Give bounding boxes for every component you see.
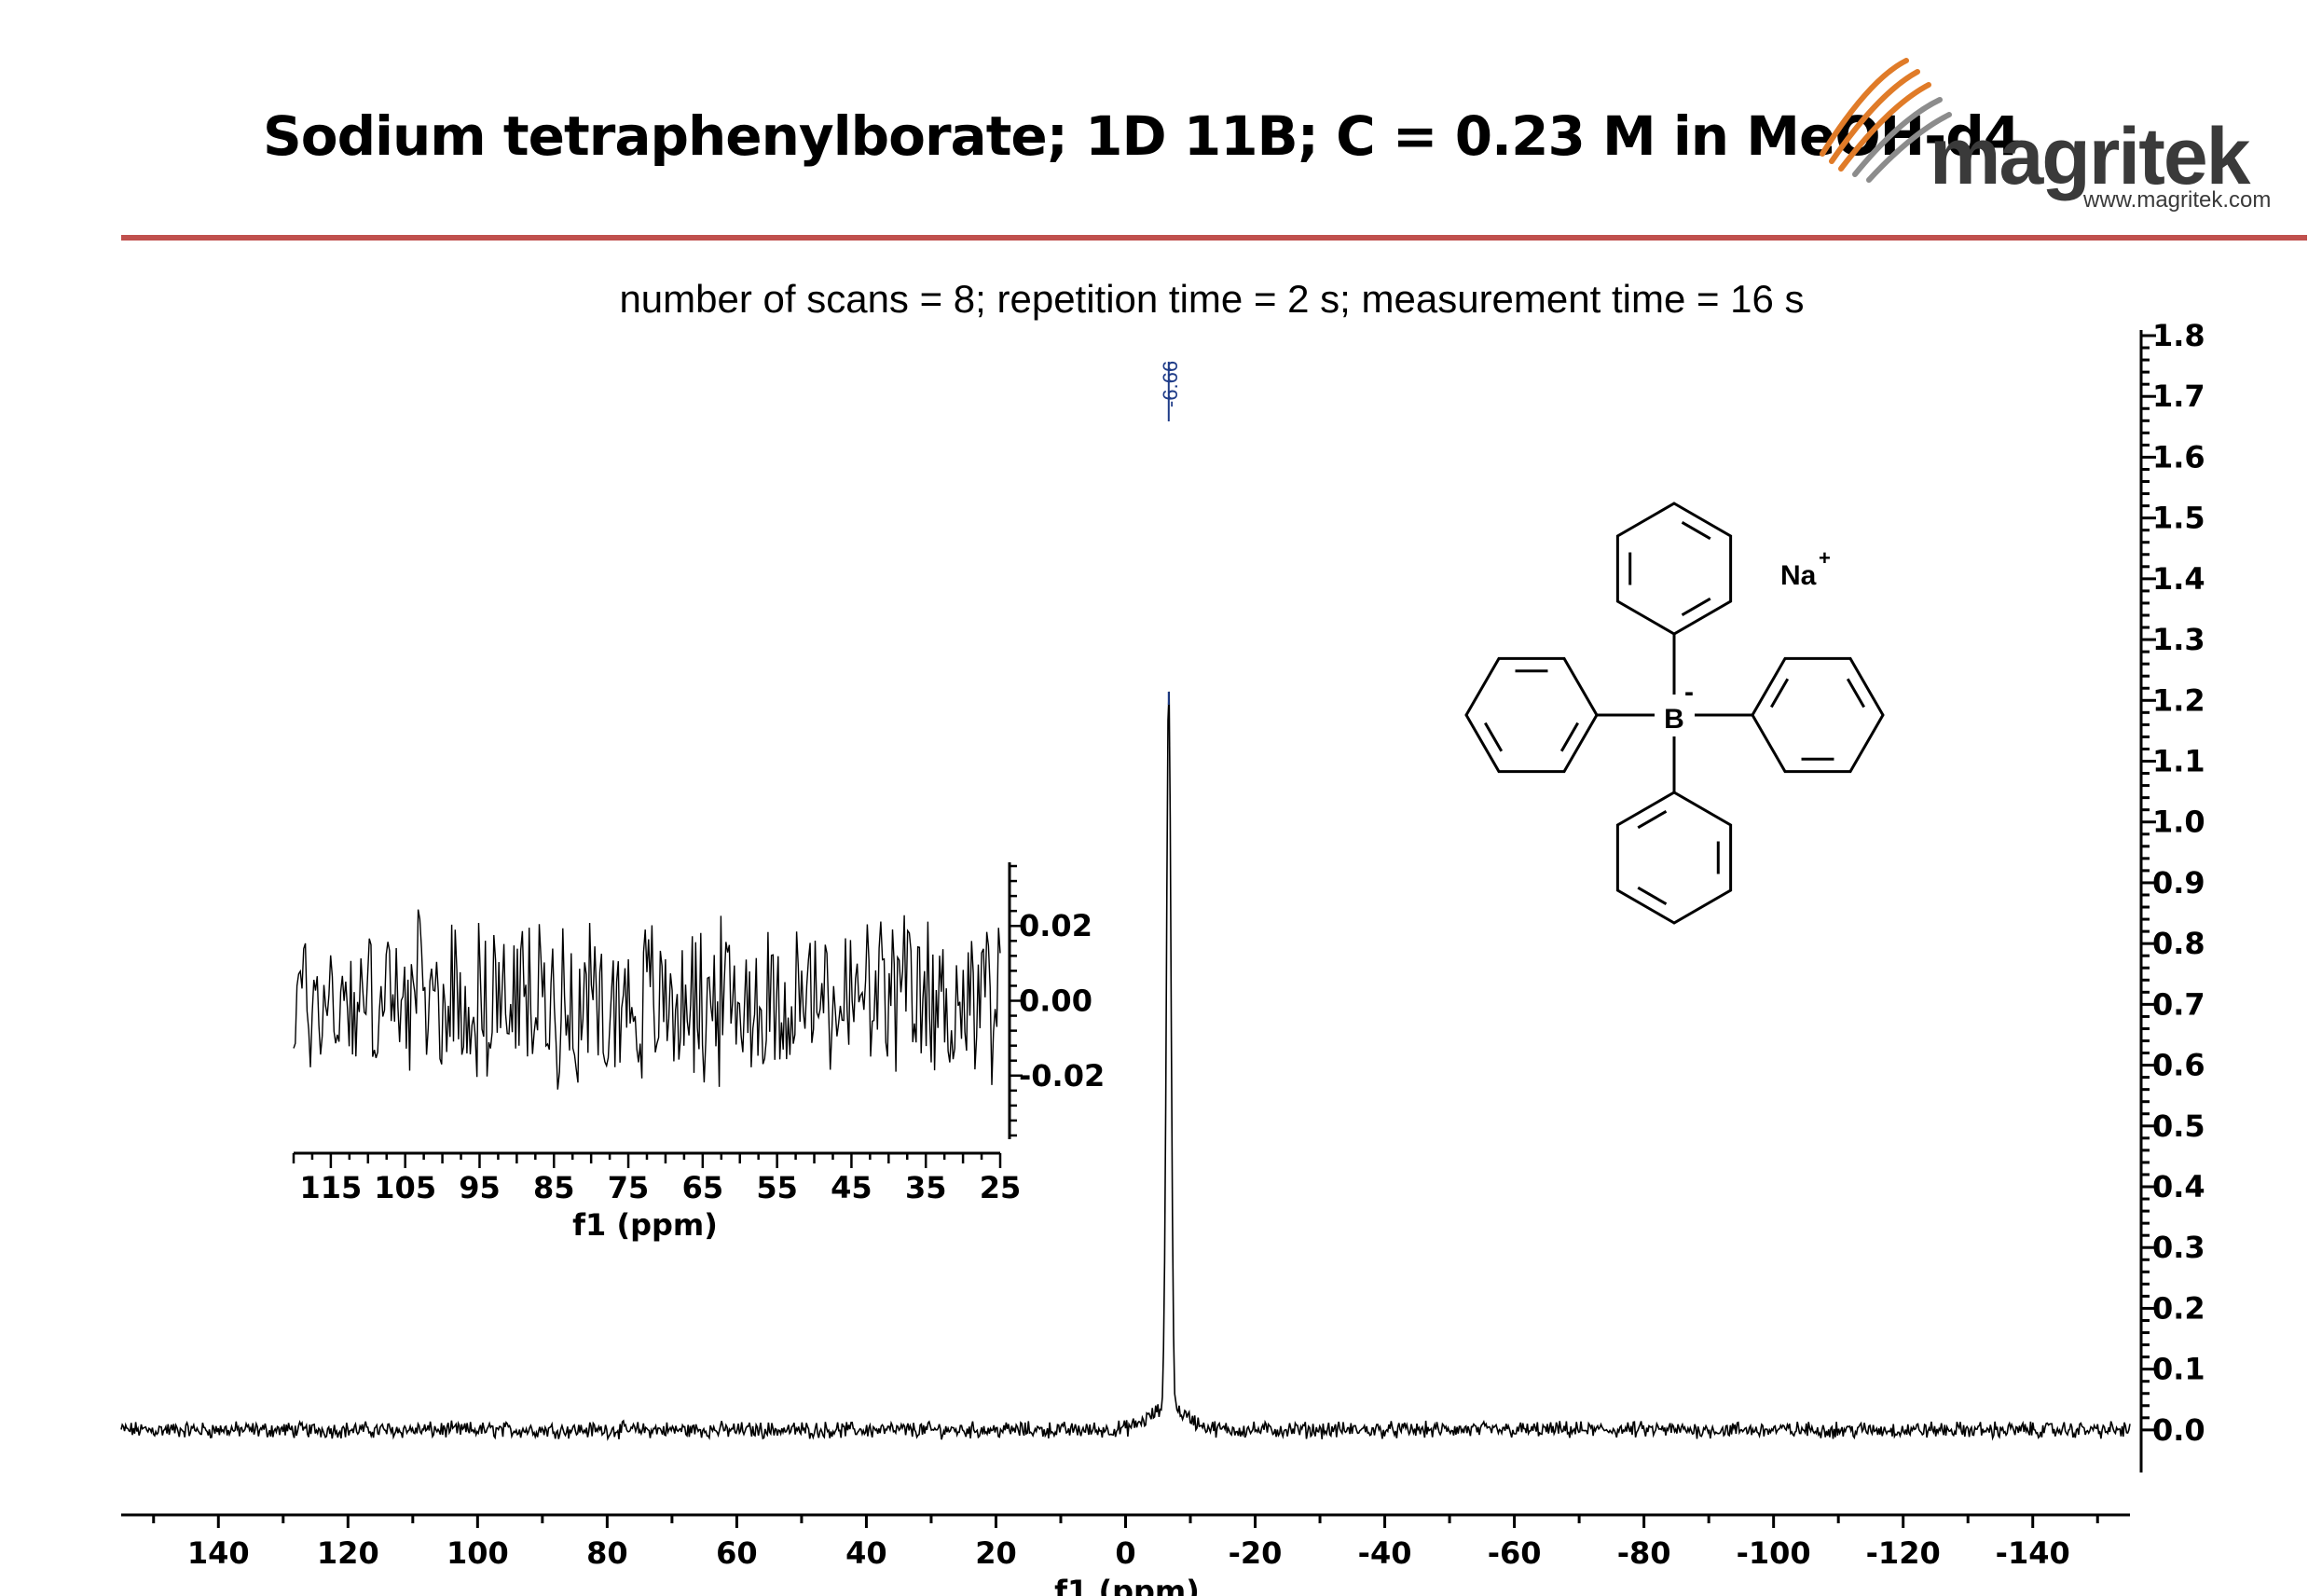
inset-x-tick-label: 55	[756, 1170, 798, 1205]
double-bond	[1559, 722, 1579, 752]
double-bond	[1637, 886, 1668, 905]
x-tick-label: 100	[446, 1535, 509, 1571]
inset-x-tick-label: 85	[533, 1170, 575, 1205]
inset-y-tick-label: 0.02	[1019, 908, 1092, 943]
double-bond	[1681, 597, 1711, 616]
main-x-axis: 140 120 100 80 60 40 20 0 -20 -40 -60 -80 -100 -120 -1…	[121, 1513, 2130, 1571]
x-tick-label: 0	[1115, 1535, 1135, 1571]
y-tick-label: 0.9	[2152, 865, 2205, 901]
y-tick-label: 1.4	[2152, 561, 2205, 597]
double-bond	[1770, 678, 1790, 709]
x-tick-label: -40	[1358, 1535, 1412, 1571]
inset-x-tick-label: 45	[831, 1170, 872, 1205]
center-charge-label: -	[1684, 677, 1694, 708]
double-bond	[1484, 722, 1504, 752]
center-atom-label: B	[1664, 704, 1684, 735]
y-tick-label: 0.4	[2152, 1169, 2205, 1204]
y-tick-label: 0.1	[2152, 1352, 2205, 1387]
inset-spectrum-line	[293, 909, 1001, 1090]
slide-title: Sodium tetraphenylborate; 1D 11B; C = 0.…	[263, 104, 2021, 168]
y-tick-label: 1.2	[2152, 682, 2205, 718]
y-tick-label: 0.3	[2152, 1230, 2205, 1265]
inset-x-axis: 115 105 95 85 75 65 55 45 35 25	[292, 1151, 1022, 1205]
main-x-axis-label: f1 (ppm)	[1054, 1574, 1200, 1596]
counter-ion-label: Na	[1780, 560, 1817, 591]
x-tick-label: -80	[1617, 1535, 1671, 1571]
y-tick-label: 0.5	[2152, 1108, 2205, 1144]
title-rule	[121, 235, 2307, 241]
inset-x-tick-label: 115	[299, 1170, 362, 1205]
double-bond	[1637, 810, 1668, 830]
phenyl-ring	[1751, 656, 1885, 774]
main-y-axis: 1.8 1.7 1.6 1.5 1.4 1.3 1.2 1.1 1.0 0.9 0.8 0.7 0.6 0…	[2139, 318, 2205, 1473]
y-tick-label: 1.6	[2152, 439, 2205, 475]
inset-y-axis: 0.02 0.00 -0.02	[1008, 862, 1105, 1139]
x-tick-label: -60	[1488, 1535, 1542, 1571]
x-tick-label: 120	[317, 1535, 379, 1571]
inset-x-tick-label: 35	[905, 1170, 947, 1205]
inset-x-tick-label: 25	[980, 1170, 1022, 1205]
peak-label-text: -6.66	[1159, 361, 1182, 407]
counter-charge-label: +	[1819, 546, 1831, 570]
inset-x-tick-label: 105	[374, 1170, 436, 1205]
y-tick-label: 0.2	[2152, 1290, 2205, 1326]
double-bond	[1681, 521, 1711, 541]
x-tick-label: 80	[586, 1535, 628, 1571]
inset-y-tick-label: -0.02	[1019, 1058, 1105, 1094]
y-tick-label: 1.3	[2152, 622, 2205, 657]
y-tick-label: 0.8	[2152, 926, 2205, 961]
logo-url[interactable]: www.magritek.com	[2083, 187, 2272, 213]
x-tick-label: -140	[1996, 1535, 2070, 1571]
chart-subtitle: number of scans = 8; repetition time = 2…	[619, 277, 1804, 321]
y-tick-label: 0.7	[2152, 986, 2205, 1022]
magritek-logo: magritek www.magritek.com	[1804, 51, 2288, 224]
x-tick-label: 20	[975, 1535, 1017, 1571]
x-tick-label: 60	[716, 1535, 758, 1571]
phenyl-ring	[1615, 791, 1733, 925]
y-tick-label: 1.5	[2152, 501, 2205, 536]
y-tick-label: 1.1	[2152, 744, 2205, 779]
y-tick-label: 1.8	[2152, 318, 2205, 353]
logo-text: magritek	[1930, 112, 2250, 201]
x-tick-label: -120	[1866, 1535, 1941, 1571]
y-tick-label: 1.0	[2152, 805, 2205, 840]
double-bond	[1846, 678, 1865, 709]
inset-x-tick-label: 65	[682, 1170, 724, 1205]
main-spectrum-line	[120, 691, 2131, 1441]
inset-x-tick-label: 95	[459, 1170, 501, 1205]
x-tick-label: 140	[187, 1535, 250, 1571]
peak-label: -6.66	[1159, 361, 1182, 705]
y-tick-label: 0.0	[2152, 1412, 2205, 1448]
phenyl-ring	[1464, 656, 1599, 774]
inset-x-tick-label: 75	[608, 1170, 650, 1205]
x-tick-label: -100	[1737, 1535, 1811, 1571]
y-tick-label: 0.6	[2152, 1048, 2205, 1083]
inset-y-tick-label: 0.00	[1019, 984, 1092, 1019]
logo-swoosh-icon	[1820, 58, 1952, 183]
inset-x-axis-label: f1 (ppm)	[572, 1207, 718, 1243]
x-tick-label: -20	[1229, 1535, 1283, 1571]
x-tick-label: 40	[845, 1535, 887, 1571]
y-tick-label: 1.7	[2152, 378, 2205, 414]
tetraphenylborate-structure	[1464, 502, 1885, 925]
phenyl-ring	[1615, 502, 1733, 636]
